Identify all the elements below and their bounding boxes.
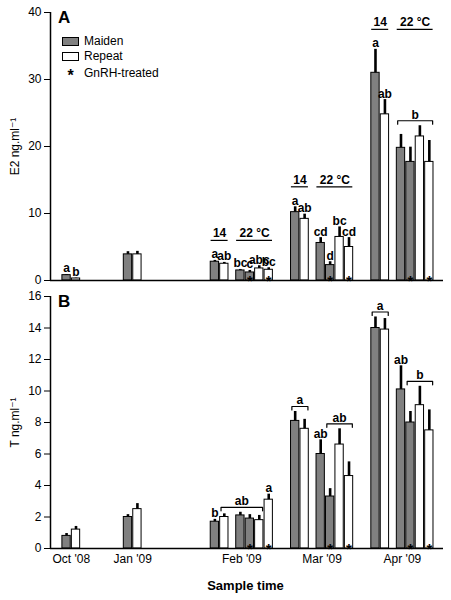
svg-text:Feb '09: Feb '09 xyxy=(222,552,262,566)
svg-text:10: 10 xyxy=(28,206,42,220)
svg-text:b: b xyxy=(416,368,423,382)
svg-text:cd: cd xyxy=(314,225,328,239)
svg-text:22 °C: 22 °C xyxy=(320,173,350,187)
svg-text:Jan '09: Jan '09 xyxy=(114,552,153,566)
svg-text:b: b xyxy=(211,506,218,520)
svg-text:Apr '09: Apr '09 xyxy=(384,552,422,566)
svg-text:b: b xyxy=(411,108,418,122)
html-text:Sample time: Sample time xyxy=(207,578,284,593)
svg-text:14: 14 xyxy=(374,15,388,29)
svg-text:22 °C: 22 °C xyxy=(400,15,430,29)
svg-text:6: 6 xyxy=(35,447,42,461)
svg-text:bc: bc xyxy=(262,255,276,269)
html-text:GnRH-treated: GnRH-treated xyxy=(84,66,159,80)
svg-text:10: 10 xyxy=(28,384,42,398)
svg-text:a: a xyxy=(372,36,379,50)
svg-text:40: 40 xyxy=(28,5,42,19)
svg-text:abc: abc xyxy=(248,252,270,267)
svg-text:12: 12 xyxy=(28,352,42,366)
svg-text:E2 ng.ml⁻¹: E2 ng.ml⁻¹ xyxy=(8,118,22,176)
svg-text:a: a xyxy=(211,247,219,262)
svg-text:a: a xyxy=(297,393,304,407)
svg-text:b: b xyxy=(72,265,79,279)
svg-text:a: a xyxy=(377,299,384,313)
svg-text:ab: ab xyxy=(298,201,312,215)
svg-text:20: 20 xyxy=(28,139,42,153)
html-text:bc c: bc c xyxy=(233,256,254,272)
svg-text:ab: ab xyxy=(394,353,408,367)
svg-text:a: a xyxy=(265,481,272,495)
svg-text:ab: ab xyxy=(378,87,392,101)
svg-text:8: 8 xyxy=(35,415,42,429)
svg-text:30: 30 xyxy=(28,72,42,86)
svg-text:ab: ab xyxy=(333,411,347,425)
svg-text:0: 0 xyxy=(35,273,42,287)
svg-text:a: a xyxy=(291,193,299,208)
svg-text:bc: bc xyxy=(332,213,347,228)
svg-text:Oct '08: Oct '08 xyxy=(52,552,90,566)
svg-text:ab: ab xyxy=(217,249,231,263)
svg-text:T ng.ml⁻¹: T ng.ml⁻¹ xyxy=(8,397,22,447)
svg-text:ab: ab xyxy=(235,494,249,508)
svg-text:14: 14 xyxy=(213,226,227,240)
svg-text:4: 4 xyxy=(35,478,42,492)
svg-text:0: 0 xyxy=(35,541,42,555)
svg-text:14: 14 xyxy=(293,173,307,187)
svg-text:ab: ab xyxy=(314,427,328,441)
svg-text:a: a xyxy=(63,261,70,275)
svg-text:d: d xyxy=(326,249,333,263)
html-text:Repeat: Repeat xyxy=(84,49,123,63)
html-text:Maiden: Maiden xyxy=(84,34,124,48)
html-text:A: A xyxy=(58,8,71,27)
svg-text:2: 2 xyxy=(35,510,42,524)
svg-text:16: 16 xyxy=(28,289,42,303)
svg-text:22 °C: 22 °C xyxy=(239,226,269,240)
svg-text:Mar '09: Mar '09 xyxy=(302,552,342,566)
html-text:B: B xyxy=(58,292,71,311)
svg-text:14: 14 xyxy=(28,321,42,335)
svg-text:cd: cd xyxy=(342,225,356,239)
